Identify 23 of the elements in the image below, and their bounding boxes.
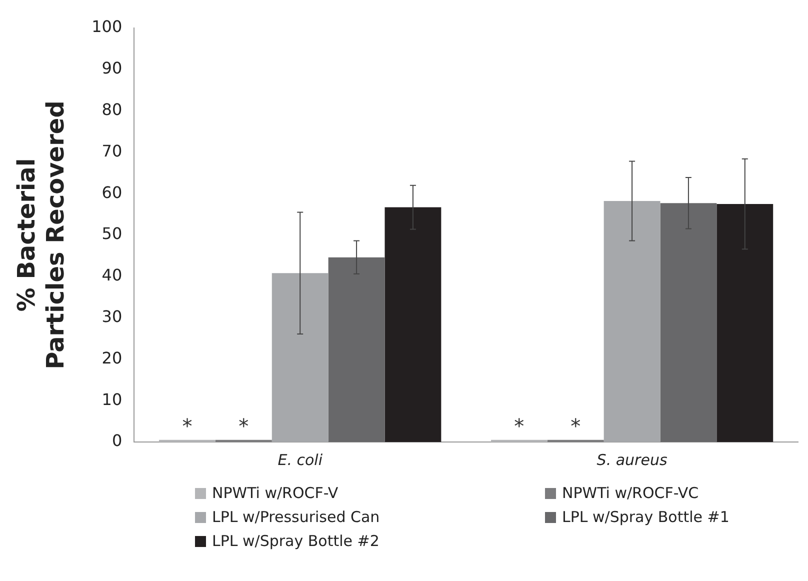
y-tick-label: 50 — [102, 224, 122, 244]
y-tick-label: 40 — [102, 266, 122, 285]
x-tick-label: E. coli — [278, 450, 324, 469]
data-label: * — [570, 414, 581, 438]
legend-label: LPL w/Spray Bottle #2 — [212, 532, 380, 550]
data-label: * — [514, 414, 524, 438]
legend-label: NPWTi w/ROCF-VC — [562, 484, 699, 502]
legend-label: LPL w/Spray Bottle #1 — [562, 508, 730, 526]
y-tick-label: 70 — [102, 141, 122, 160]
legend-label: LPL w/Pressurised Can — [212, 508, 380, 526]
data-label: * — [182, 414, 192, 438]
x-tick-label: S. aureus — [596, 450, 668, 469]
y-axis-title: % Bacterial Particles Recovered — [12, 100, 70, 370]
y-tick-label: 80 — [102, 100, 122, 119]
y-tick-label: 0 — [112, 431, 122, 450]
legend-label: NPWTi w/ROCF-V — [212, 484, 338, 502]
y-tick-label: 10 — [102, 390, 122, 409]
data-label: * — [238, 414, 249, 438]
y-tick-label: 90 — [102, 58, 122, 78]
y-tick-label: 60 — [102, 182, 122, 202]
y-tick-label: 20 — [102, 348, 122, 368]
y-tick-label: 30 — [102, 306, 122, 326]
y-tick-label: 100 — [92, 17, 122, 36]
